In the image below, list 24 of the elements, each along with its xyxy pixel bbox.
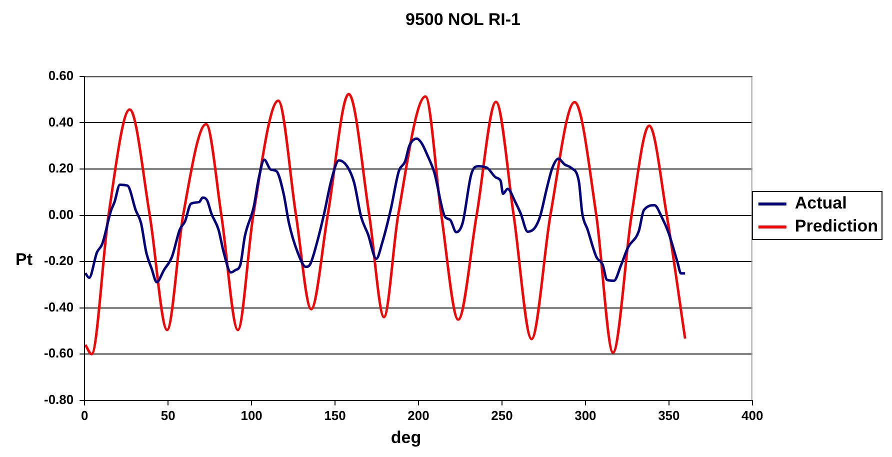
x-tick-label: 250	[491, 408, 513, 423]
y-tick-label: -0.40	[44, 299, 74, 314]
x-tick-label: 350	[658, 408, 680, 423]
line-series	[84, 92, 686, 356]
x-tick-label: 50	[160, 408, 176, 423]
y-tick-label: 0.20	[48, 160, 74, 176]
x-tick-label: 400	[742, 408, 764, 423]
y-tick-label: 0.00	[48, 206, 74, 222]
x-tick-label: 150	[324, 408, 346, 423]
y-tick-label: -0.60	[44, 346, 74, 361]
y-axis-title: Pt	[16, 250, 33, 270]
y-tick-label: -0.80	[44, 392, 74, 407]
x-tick-label: 200	[408, 408, 430, 423]
y-tick-label: 0.60	[48, 68, 74, 83]
x-tick-label: 300	[574, 408, 596, 423]
line-series	[84, 137, 686, 284]
x-tick-label: 0	[81, 408, 88, 423]
y-tick-label: 0.40	[48, 114, 74, 130]
legend-label: Actual	[794, 194, 847, 213]
legend-label: Prediction	[794, 216, 878, 236]
x-tick-label: 100	[240, 408, 262, 423]
chart-title: 9500 NOL RI-1	[406, 10, 520, 29]
x-axis-title: deg	[390, 428, 422, 448]
y-tick-label: -0.20	[44, 253, 74, 268]
